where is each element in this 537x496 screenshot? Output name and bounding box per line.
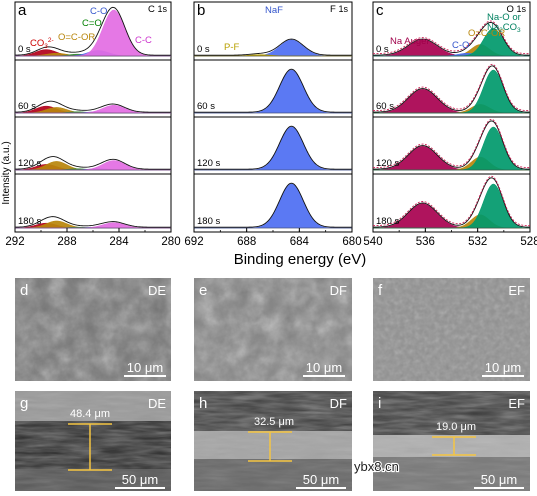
scale-label-d: 10 μm [127,360,163,375]
peak-annotation: P-F [224,42,240,53]
y-axis-label: Intensity (a.u.) [1,141,12,204]
envelope-line-2 [372,120,531,170]
envelope-line-0 [14,6,171,56]
sem-image-f: f EF 10 μm [373,278,530,381]
peak-annotation: Na2CO3 [487,22,521,34]
peak-annotation: C-C [135,35,152,46]
x-tick-label: 280 [161,236,180,248]
thickness-marker-h [248,431,292,462]
scale-bar-g [115,487,165,489]
peak-annotation: C=O [82,18,102,29]
x-tick-label: 536 [416,236,435,248]
sem-tag-f: EF [508,283,525,298]
panel-letter-e: e [199,282,207,299]
envelope-line-1 [14,100,171,113]
peak-annotation: O=C-OR [468,28,505,39]
panel-letter-b: b [197,2,205,19]
envelope-line-2 [14,156,171,170]
row-label-1: 60 s [18,101,36,112]
scale-label-i: 50 μm [481,472,517,487]
envelope-line-3 [372,177,531,228]
thickness-label-i: 19.0 μm [436,421,476,433]
panel-letter-a: a [18,2,27,19]
sem-tag-g: DE [148,396,166,411]
sem-image-d: d DE 10 μm [15,278,171,381]
sem-image-g: g DE 48.4 μm 50 μm [15,391,171,491]
x-tick-label: 532 [468,236,487,248]
panel-letter-g: g [20,395,28,412]
scale-bar-d [124,375,166,377]
row-label-2: 120 s [18,158,41,169]
x-tick-label: 688 [237,236,256,248]
sem-image-i: i EF 19.0 μm 50 μm [373,391,530,491]
row-label-3: 180 s [18,216,41,227]
scale-label-g: 50 μm [122,472,158,487]
peak-annotation: C-O [452,40,469,51]
peak-annotation: CO32- [30,37,54,50]
peak-annotation: NaF [265,5,283,16]
thickness-label-h: 32.5 μm [254,416,294,428]
envelope-line-2 [194,125,352,170]
sem-tag-e: DF [330,283,347,298]
peak-annotation: Na-O or [487,12,521,23]
scale-bar-e [303,375,345,377]
panel-letter-c: c [376,2,384,19]
x-tick-label: 540 [363,236,382,248]
sem-image-h: h DF 32.5 μm 50 μm [194,391,352,491]
x-tick-label: 288 [57,236,76,248]
sem-image-e: e DF 10 μm [194,278,352,381]
sem-tag-i: EF [508,396,525,411]
envelope-line-1 [372,65,531,113]
panel-letter-h: h [199,395,207,412]
x-tick-label: 292 [5,236,24,248]
fit-line-2 [372,118,531,169]
sem-tag-d: DE [148,283,166,298]
scale-label-e: 10 μm [306,360,342,375]
scale-bar-h [296,487,346,489]
thickness-marker-g [68,423,112,471]
panel-letter-i: i [378,395,381,412]
row-label-1: 60 s [197,101,215,112]
fit-line-0 [372,20,531,55]
peak-annotation: O=C-OR [58,32,95,43]
x-tick-label: 528 [520,236,537,248]
peak-annotation: Na Auger [390,36,430,47]
scale-bar-i [474,487,524,489]
watermark: ybx8.cn [354,459,399,474]
x-axis-label: Binding energy (eV) [234,251,367,268]
x-tick-label: 692 [184,236,203,248]
envelope-line-1 [194,68,352,113]
row-label-3: 180 s [197,216,220,227]
x-tick-label: 284 [109,236,129,248]
peak-annotation: C-O [90,6,107,17]
scale-label-h: 50 μm [303,472,339,487]
envelope-line-3 [194,182,352,228]
scale-label-f: 10 μm [485,360,521,375]
thickness-marker-i [432,436,476,456]
core-level-label: C 1s [148,4,168,15]
row-label-0: 0 s [376,44,389,55]
row-label-1: 60 s [376,101,394,112]
row-label-0: 0 s [18,44,31,55]
core-level-label: O 1s [506,4,526,15]
row-label-2: 120 s [376,158,399,169]
row-label-0: 0 s [197,44,210,55]
envelope-line-0 [372,22,531,56]
panel-letter-f: f [378,282,383,299]
panel-letter-d: d [20,282,28,299]
thickness-label-g: 48.4 μm [70,408,110,420]
xps-panel-o1s: 0 s 60 s 120 s 180 s 540 536 532 528 c O 1s Na Aug… [363,1,537,248]
xps-panel-c1s: 0 s 60 s 120 s 180 s 292 288 284 280 a C 1s CO32- O… [5,1,181,248]
row-label-3: 180 s [376,216,399,227]
core-level-label: F 1s [330,4,348,15]
row-label-2: 120 s [197,158,220,169]
envelope-line-0 [194,38,352,56]
envelope-line-3 [14,216,171,228]
xps-panel-f1s: 0 s 60 s 120 s 180 s 692 688 684 680 b F 1s NaF P-F [184,1,362,248]
sem-tag-h: DF [330,396,347,411]
scale-bar-f [482,375,524,377]
x-tick-label: 684 [290,236,310,248]
x-tick-label: 680 [342,236,361,248]
